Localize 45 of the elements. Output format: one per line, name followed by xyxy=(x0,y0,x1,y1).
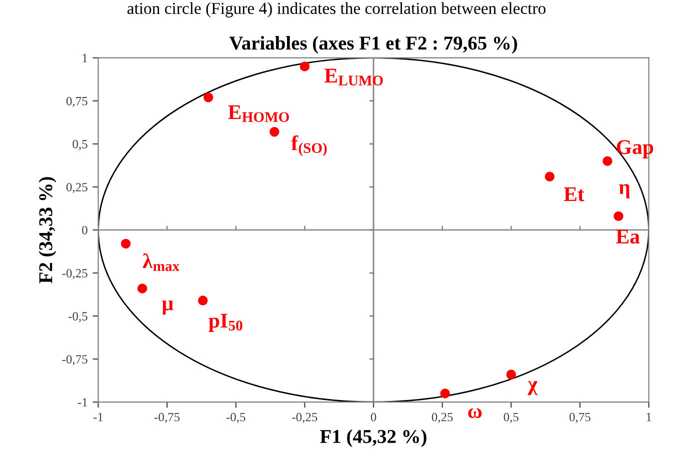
x-tick-label: -1 xyxy=(94,412,103,422)
point xyxy=(440,388,450,398)
x-tick-label: 0,5 xyxy=(504,412,518,424)
y-tick-label: -0,75 xyxy=(62,355,88,366)
annotation: η xyxy=(618,184,630,198)
point xyxy=(120,238,131,249)
annotation: f$_{(SO)}$ xyxy=(291,135,327,156)
x-tick-label: 1 xyxy=(646,412,652,422)
point xyxy=(198,296,208,306)
x-tick-label: -0,75 xyxy=(154,412,180,424)
x-tick-label: -0,25 xyxy=(292,412,318,424)
annotation: χ xyxy=(528,381,538,396)
text: ation circle (Figure 4) indicates the correlation between electro xyxy=(127,2,546,18)
y-tick-label: -0,25 xyxy=(62,269,88,280)
point xyxy=(137,284,148,294)
annotation: Et xyxy=(564,187,584,202)
annotation: μ xyxy=(162,300,174,315)
y-tick-label: 0,25 xyxy=(66,182,88,194)
chart-title: Variables (axes F1 et F2 : 79,65 %) xyxy=(229,36,518,54)
annotation: E$_{HOMO}$ xyxy=(228,105,289,122)
x-tick-label: 0,25 xyxy=(432,412,453,424)
point xyxy=(544,172,555,182)
annotation: Gap xyxy=(616,140,654,158)
point xyxy=(300,62,310,72)
x-tick-label: 0,75 xyxy=(569,412,590,424)
y-axis-title: F2 (34,33 %) xyxy=(38,177,56,284)
x-axis-title: F1 (45,32 %) xyxy=(320,429,426,448)
y-tick-label: 1 xyxy=(82,54,88,62)
point xyxy=(614,211,624,222)
y-tick-label: 0,5 xyxy=(72,140,88,150)
x-tick-label: -0,5 xyxy=(226,412,246,424)
x-tick-label: 0 xyxy=(370,412,376,422)
y-tick-label: 0 xyxy=(82,226,88,234)
annotation: pI$_{50}$ xyxy=(208,314,242,332)
point xyxy=(506,370,516,380)
y-tick-label: -0,5 xyxy=(68,312,88,322)
point xyxy=(602,156,612,166)
annotation: λ$_{max}$ xyxy=(142,253,180,272)
annotation: ω xyxy=(468,408,482,418)
point xyxy=(204,92,214,102)
y-tick-label: 0,75 xyxy=(66,96,88,108)
annotation: Ea xyxy=(616,230,640,244)
point xyxy=(270,126,280,137)
annotation: E$_{LUMO}$ xyxy=(324,68,383,86)
y-tick-label: -1 xyxy=(78,398,88,406)
